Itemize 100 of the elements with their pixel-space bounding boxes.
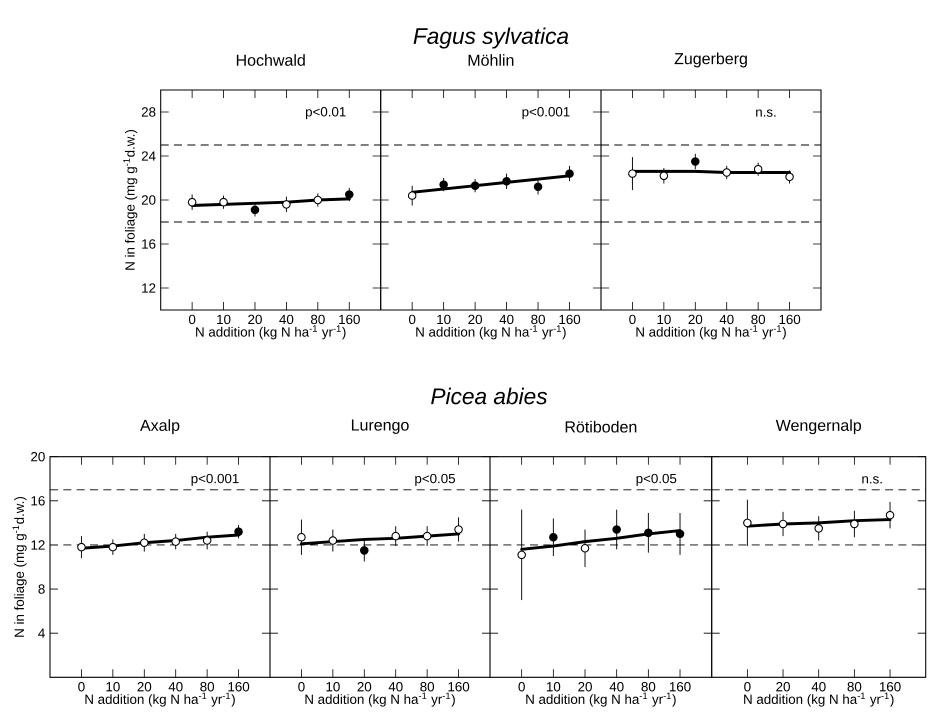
x-tick-label: 10 [546,682,560,692]
text: Fagus sylvatica [414,27,568,49]
x-tick-label: 10 [326,682,340,692]
y-tick-label: 8 [38,584,45,594]
y-tick-label: 16 [31,496,45,506]
x-tick-label: 40 [168,682,183,692]
point [219,198,228,206]
x-tick-label: 0 [188,314,196,324]
annotation: n.s. [862,476,882,484]
x-tick-label: 160 [779,314,800,324]
x-tick-label: 0 [78,682,85,692]
point [314,196,322,204]
x-tick-label: 40 [279,314,294,324]
annotation: p<0.05 [636,474,676,486]
x-tick-label: 40 [720,314,734,324]
point [886,510,894,520]
x-tick-label: 80 [848,682,862,692]
x-tick-label: 80 [751,314,766,324]
chart-title: Lurengo [352,420,409,434]
y-axis-title: N in foliage (mg g$^{-1}$d.w.) [12,497,27,637]
x-axis-title: N addition (kg N ha$^{-1}$ yr$^{-1}$) [196,325,346,340]
point [785,172,794,182]
point [565,169,574,178]
x-tick-label: 0 [518,682,525,692]
y-tick-label: 20 [142,195,156,205]
point [328,536,338,545]
x-tick-label: 20 [248,314,262,324]
point [660,172,668,180]
x-tick-label: 40 [610,682,624,692]
x-tick-label: 20 [688,314,702,324]
point [171,537,180,546]
annotation: p<0.01 [306,107,346,120]
x-tick-label: 10 [657,314,671,324]
y-tick-label: 28 [142,107,156,117]
x-tick-label: 40 [499,314,514,324]
y-tick-label: 20 [31,452,45,462]
point [250,206,260,214]
x-axis-title: N addition (kg N ha$^{-1}$ yr$^{-1}$) [636,325,786,340]
x-tick-label: 80 [200,682,214,692]
point [282,200,291,209]
chart-title: Axalp [140,419,180,434]
annotation: n.s. [756,109,776,117]
point [108,542,118,552]
y-tick-label: 12 [142,283,156,293]
point [534,182,542,192]
x-tick-label: 80 [420,682,434,692]
x-tick-label: 160 [339,314,360,324]
y-tick-label: 24 [142,151,156,161]
x-tick-label: 10 [437,314,451,324]
x-tick-label: 10 [106,682,120,692]
point [517,550,526,560]
point [676,530,684,538]
x-tick-label: 0 [629,314,636,324]
point [549,532,558,542]
x-axis-title: N addition (kg N ha$^{-1}$ yr$^{-1}$) [526,692,676,707]
point [408,191,416,200]
point [850,520,859,528]
point [754,164,762,174]
x-tick-label: 20 [578,682,592,692]
point [77,542,86,552]
point [454,525,463,534]
x-tick-label: 80 [642,682,656,692]
chart-title: Wengernalp [776,419,862,434]
x-tick-label: 160 [559,314,580,324]
x-axis-title: N addition (kg N ha$^{-1}$ yr$^{-1}$) [744,692,894,707]
point [344,190,354,199]
point [722,168,731,177]
x-tick-label: 10 [217,314,230,324]
point [140,538,149,547]
annotation: p<0.001 [192,474,239,486]
x-tick-label: 0 [744,682,751,692]
x-tick-label: 160 [880,682,901,692]
point [691,157,700,166]
y-tick-label: 16 [142,239,156,249]
point [778,520,788,528]
annotation: p<0.001 [522,107,570,120]
x-tick-label: 160 [228,682,250,692]
x-tick-label: 0 [408,314,416,324]
point [470,181,480,190]
point [580,544,590,553]
chart-title: Hochwald [236,54,305,66]
y-axis-title: N in foliage (mg g$^{-1}$d.w.) [123,130,138,270]
point [612,525,621,534]
x-axis-title: N addition (kg N ha$^{-1}$ yr$^{-1}$) [416,325,566,340]
x-tick-label: 40 [812,682,826,692]
point [743,518,752,528]
x-tick-label: 20 [358,682,372,692]
point [202,536,212,545]
point [628,169,637,178]
y-tick-label: 12 [31,540,45,550]
chart-title: Rötiboden [566,420,636,433]
x-tick-label: 80 [531,314,545,324]
x-tick-label: 20 [468,314,482,324]
x-axis-title: N addition (kg N ha$^{-1}$ yr$^{-1}$) [85,692,235,707]
x-tick-label: 40 [388,682,403,692]
x-tick-label: 160 [448,682,470,692]
y-tick-label: 4 [38,628,45,638]
x-tick-label: 160 [670,682,691,692]
point [814,524,823,533]
text: Picea abies [431,388,548,404]
